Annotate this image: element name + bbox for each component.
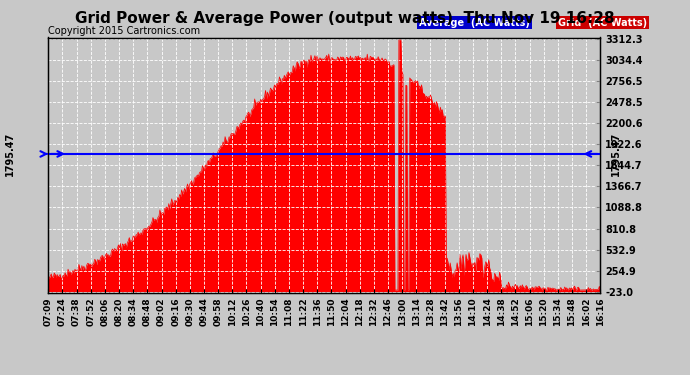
Text: Grid  (AC Watts): Grid (AC Watts) (558, 18, 647, 27)
Text: 1795.47: 1795.47 (611, 132, 621, 176)
Text: Grid Power & Average Power (output watts)  Thu Nov 19 16:28: Grid Power & Average Power (output watts… (75, 11, 615, 26)
Text: 1795.47: 1795.47 (6, 132, 15, 176)
Text: Copyright 2015 Cartronics.com: Copyright 2015 Cartronics.com (48, 26, 200, 36)
Text: Average  (AC Watts): Average (AC Watts) (420, 18, 530, 27)
